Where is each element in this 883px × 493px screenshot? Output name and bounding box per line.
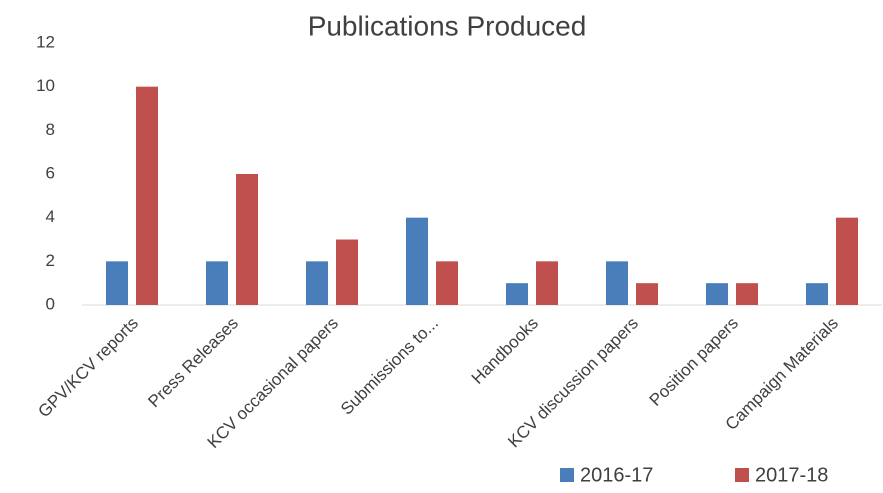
y-tick-label: 2 [46, 251, 55, 270]
x-tick-label: Submissions to... [337, 314, 442, 419]
y-tick-label: 8 [46, 120, 55, 139]
y-tick-label: 6 [46, 163, 55, 182]
bar [336, 239, 358, 305]
legend-label: 2016-17 [580, 464, 653, 486]
bar [836, 217, 858, 305]
bar [506, 283, 528, 305]
bar [606, 261, 628, 305]
legend-swatch [560, 468, 574, 482]
bar [306, 261, 328, 305]
bar [106, 261, 128, 305]
x-tick-label: Campaign Materials [722, 314, 842, 434]
bar [806, 283, 828, 305]
bar [736, 283, 758, 305]
bar [636, 283, 658, 305]
bar [206, 261, 228, 305]
y-tick-label: 10 [36, 76, 55, 95]
x-tick-label: Position papers [646, 314, 742, 410]
bar [136, 86, 158, 306]
bar [706, 283, 728, 305]
y-tick-label: 12 [36, 32, 55, 51]
bar [406, 217, 428, 305]
y-tick-label: 4 [46, 207, 55, 226]
x-tick-label: GPV/KCV reports [34, 314, 142, 422]
bar [536, 261, 558, 305]
chart-title: Publications Produced [308, 10, 587, 41]
x-tick-label: Press Releases [144, 314, 242, 412]
legend-swatch [735, 468, 749, 482]
x-tick-label: Handbooks [468, 314, 542, 388]
y-tick-label: 0 [46, 294, 55, 313]
legend-label: 2017-18 [755, 464, 828, 486]
bar [436, 261, 458, 305]
bar [236, 174, 258, 305]
